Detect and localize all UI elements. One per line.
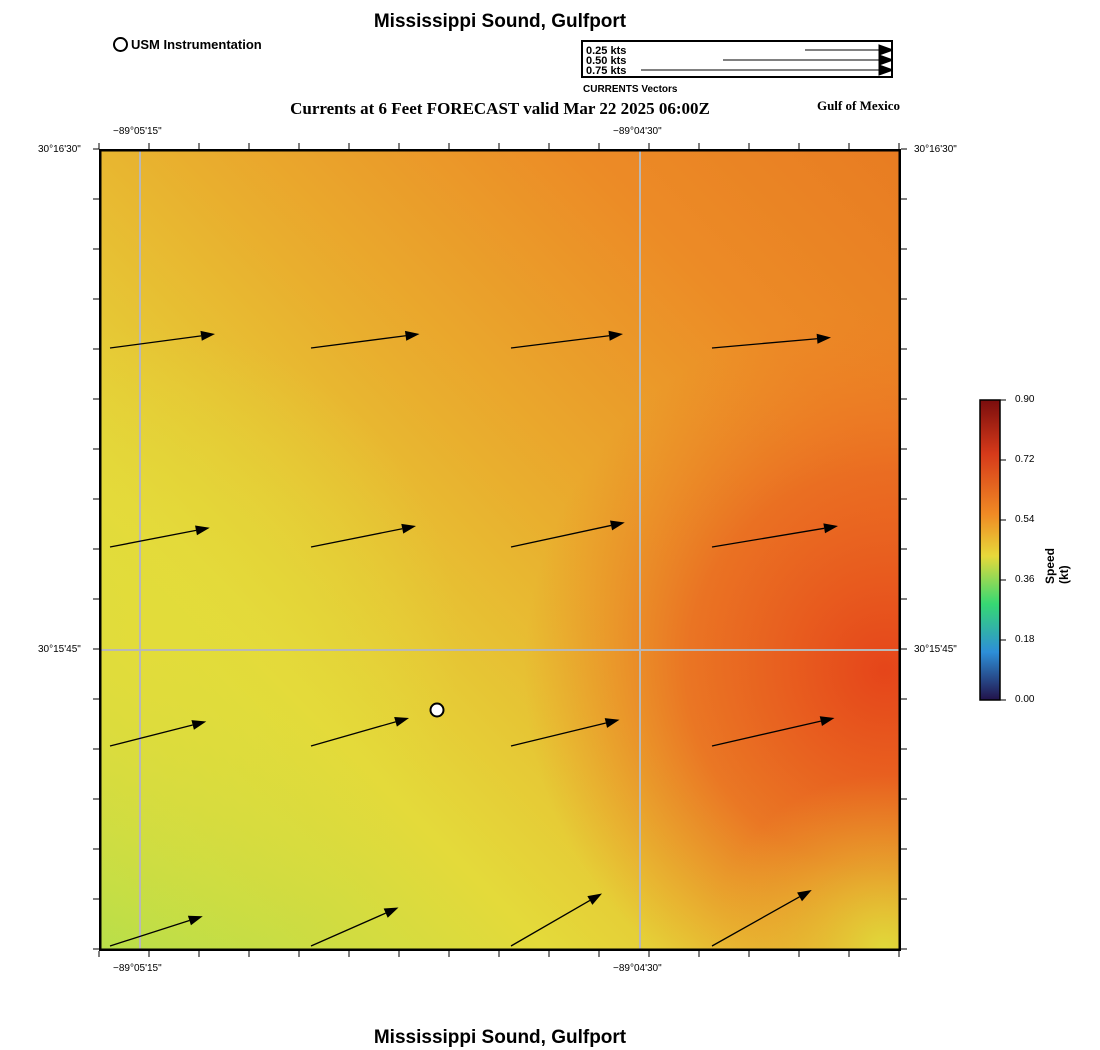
forecast-subtitle: Currents at 6 Feet FORECAST valid Mar 22… (290, 99, 710, 118)
vector-scale-arrows (641, 44, 893, 76)
map-title: Mississippi Sound, Gulfport (373, 11, 627, 32)
graticule (99, 149, 901, 951)
current-vector-arrow (109, 525, 210, 548)
lon-label-bottom-2: −89°04'30" (613, 963, 662, 974)
colorbar-tick-0.72: 0.72 (1015, 454, 1035, 465)
region-label: Gulf of Mexico (816, 98, 900, 113)
colorbar-tick-0.00: 0.00 (1015, 694, 1035, 705)
footer-title: Mississippi Sound, Gulfport (373, 1027, 627, 1048)
vector-scale-label-2: 0.50 kts (586, 55, 627, 67)
current-vector-arrow (109, 915, 203, 947)
current-vector-arrow (109, 720, 207, 747)
lon-label-top-2: −89°04'30" (613, 126, 662, 137)
lat-label-left-2: 30°15'45" (38, 644, 81, 655)
colorbar-title: Speed (kt) (1043, 547, 1071, 584)
station-legend: USM Instrumentation (113, 37, 262, 52)
map-border (99, 149, 901, 951)
lon-label-top-1: −89°05'15" (113, 126, 162, 137)
lon-label-bottom-1: −89°05'15" (113, 963, 162, 974)
lat-label-left-1: 30°16'30" (38, 144, 81, 155)
station-legend-label: USM Instrumentation (131, 37, 262, 52)
frame-ticks (93, 143, 907, 957)
current-vector-arrow (711, 523, 838, 548)
usm-station-marker[interactable] (429, 702, 445, 718)
current-vector-arrow (711, 716, 835, 747)
current-vector-arrow (711, 333, 831, 349)
current-vector-arrow (310, 523, 416, 548)
vector-caption: CURRENTS Vectors (583, 84, 678, 95)
lat-label-right-2: 30°15'45" (914, 644, 957, 655)
colorbar-tick-0.18: 0.18 (1015, 634, 1035, 645)
vector-scale-legend: 0.25 kts 0.50 kts 0.75 kts (581, 40, 893, 78)
current-speed-map (99, 149, 901, 951)
vector-scale-label-3: 0.75 kts (586, 65, 627, 77)
current-vector-arrow (510, 520, 625, 548)
current-vector-arrow (510, 330, 623, 349)
current-vector-arrow (109, 330, 215, 349)
vector-scale-label-1: 0.25 kts (586, 45, 627, 57)
lat-label-right-1: 30°16'30" (914, 144, 957, 155)
current-vector-arrow (310, 907, 399, 947)
current-vector-arrow (310, 717, 409, 747)
current-vector-arrow (510, 893, 602, 947)
current-vector-arrow (310, 330, 420, 349)
colorbar-tick-0.90: 0.90 (1015, 394, 1035, 405)
colorbar-tick-0.54: 0.54 (1015, 514, 1035, 525)
current-vector-arrow (510, 718, 620, 747)
current-vector-arrow (711, 890, 812, 947)
station-marker-icon (113, 37, 128, 52)
current-vectors (109, 330, 838, 947)
colorbar-tick-0.36: 0.36 (1015, 574, 1035, 585)
speed-colorbar (979, 399, 1006, 701)
